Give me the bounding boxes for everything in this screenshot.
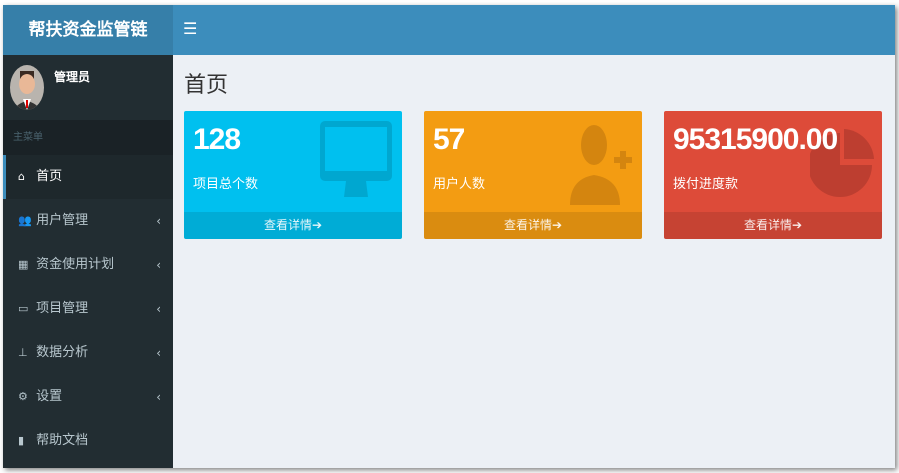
sidebar-item-label: 项目管理 (36, 301, 89, 316)
sidebar-item-label: 帮助文档 (36, 433, 89, 448)
arrow-circle-right-icon: ➔ (551, 218, 563, 232)
more-info-label: 查看详情 (743, 218, 792, 232)
stat-box-payments: 95315900.00 拨付进度款 查看详情➔ (664, 111, 882, 239)
bars-icon[interactable]: ☰ (183, 19, 198, 38)
users-icon: 👥 (18, 214, 32, 227)
stat-label: 用户人数 (433, 177, 486, 192)
sidebar-item-users[interactable]: 👥 用户管理 ‹ (3, 199, 173, 243)
sidebar-item-settings[interactable]: ⚙ 设置 ‹ (3, 375, 173, 419)
more-info-link[interactable]: 查看详情➔ (184, 212, 402, 239)
stat-box-projects: 128 项目总个数 查看详情➔ (184, 111, 402, 239)
avatar (10, 65, 44, 110)
page-title: 首页 (184, 73, 229, 98)
stat-value: 95315900.00 (673, 123, 838, 156)
stat-label: 拨付进度款 (673, 177, 739, 192)
sidebar-item-projects[interactable]: ▭ 项目管理 ‹ (3, 287, 173, 331)
user-name: 管理员 (54, 70, 91, 84)
sidebar-item-label: 资金使用计划 (36, 257, 115, 272)
calculator-icon: ▦ (18, 258, 29, 271)
app: 帮扶资金监管链 ☰ 管理员 主菜单 ⌂ 首页 👥 用户管理 ‹ ▦ 资金使用计划 ‹… (3, 5, 895, 468)
more-info-label: 查看详情 (263, 218, 312, 232)
sidebar-item-label: 首页 (36, 169, 63, 184)
desktop-icon (320, 121, 392, 197)
chevron-left-icon: ‹ (156, 346, 161, 360)
chevron-left-icon: ‹ (156, 214, 161, 228)
sidebar-item-home[interactable]: ⌂ 首页 (3, 155, 173, 199)
sidebar-item-label: 用户管理 (36, 213, 89, 228)
pie-chart-icon (810, 129, 874, 197)
stat-box-users: 57 用户人数 查看详情➔ (424, 111, 642, 239)
chevron-left-icon: ‹ (156, 390, 161, 404)
sidebar: 管理员 主菜单 ⌂ 首页 👥 用户管理 ‹ ▦ 资金使用计划 ‹ ▭ 项目管理 ‹ ⊥… (3, 55, 173, 468)
user-panel: 管理员 (3, 55, 173, 120)
gear-icon: ⚙ (18, 390, 28, 403)
top-navbar: ☰ (173, 5, 895, 55)
sidebar-item-help[interactable]: ▮ 帮助文档 (3, 419, 173, 463)
chevron-left-icon: ‹ (156, 302, 161, 316)
more-info-label: 查看详情 (503, 218, 552, 232)
home-icon: ⌂ (18, 170, 25, 183)
chevron-left-icon: ‹ (156, 258, 161, 272)
arrow-circle-right-icon: ➔ (791, 218, 803, 232)
app-logo[interactable]: 帮扶资金监管链 (3, 5, 173, 55)
user-plus-icon (570, 125, 632, 205)
stat-value: 128 (193, 123, 241, 156)
sidebar-header: 主菜单 (3, 120, 173, 155)
sidebar-item-funding-plan[interactable]: ▦ 资金使用计划 ‹ (3, 243, 173, 287)
sitemap-icon: ⊥ (18, 346, 28, 359)
more-info-link[interactable]: 查看详情➔ (664, 212, 882, 239)
stat-label: 项目总个数 (193, 177, 259, 192)
desktop-icon: ▭ (18, 302, 29, 315)
arrow-circle-right-icon: ➔ (311, 218, 323, 232)
sidebar-item-analytics[interactable]: ⊥ 数据分析 ‹ (3, 331, 173, 375)
more-info-link[interactable]: 查看详情➔ (424, 212, 642, 239)
file-icon: ▮ (18, 434, 25, 447)
sidebar-item-label: 设置 (36, 389, 63, 404)
stat-value: 57 (433, 123, 465, 156)
sidebar-item-label: 数据分析 (36, 345, 89, 360)
